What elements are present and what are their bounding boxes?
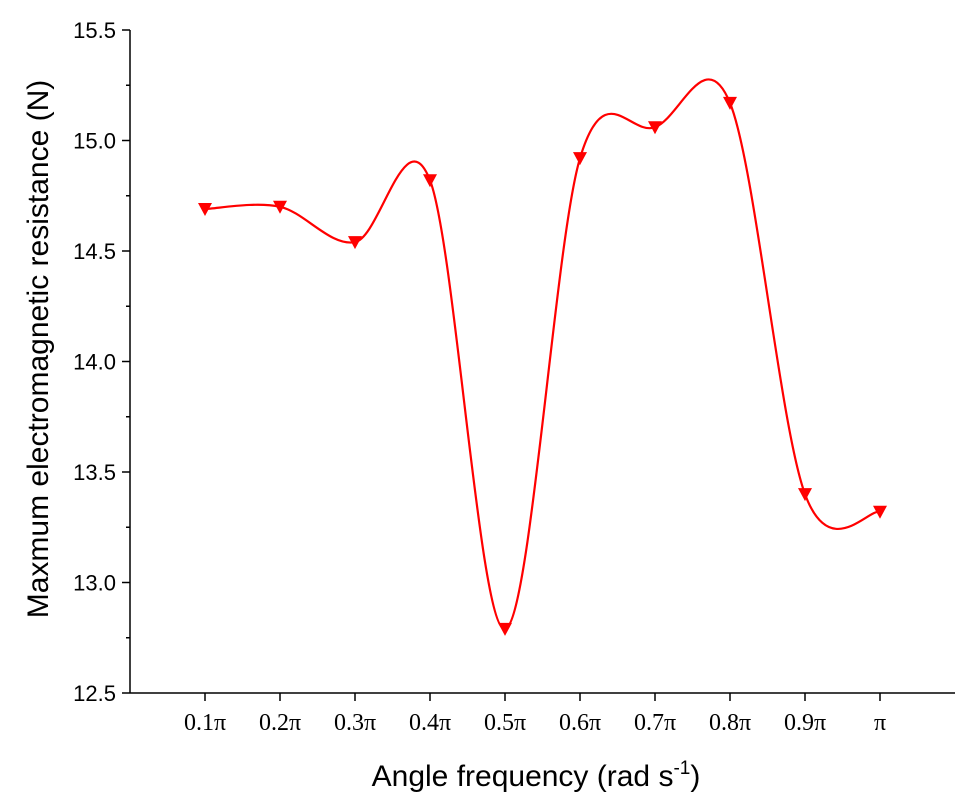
x-tick-label: 0.7π [634, 710, 676, 736]
series-line [204, 78, 881, 631]
y-axis-title: Maxmum electromagnetic resistance (N) [22, 80, 55, 619]
x-axis-title: Angle frequency (rad s-1) [372, 758, 701, 793]
x-axis-title-superscript: -1 [673, 758, 690, 779]
y-tick-label: 12.5 [73, 681, 116, 706]
y-tick-label: 13.0 [73, 571, 116, 596]
data-point-marker [348, 236, 362, 250]
data-point-marker [723, 96, 737, 110]
data-point-marker [423, 174, 437, 188]
y-tick-label: 14.5 [73, 239, 116, 264]
x-tick-label: 0.8π [709, 710, 751, 736]
x-axis-title-close: ) [690, 760, 700, 793]
x-tick-label: 0.4π [409, 710, 451, 736]
data-point-marker [273, 200, 287, 214]
data-point-marker [798, 488, 812, 502]
x-tick-label: 0.9π [784, 710, 826, 736]
y-tick-label: 14.0 [73, 350, 116, 375]
x-tick-label: 0.3π [334, 710, 376, 736]
x-axis-title-main: Angle frequency (rad s [372, 760, 674, 793]
x-tick-label: 0.5π [484, 710, 526, 736]
x-tick-label: 0.2π [259, 710, 301, 736]
x-axis-ticks: 0.1π 0.2π 0.3π 0.4π 0.5π 0.6π 0.7π 0.8π 0.9π π [184, 693, 886, 736]
x-tick-label: 0.1π [184, 710, 226, 736]
data-point-marker [873, 505, 887, 519]
data-point-marker [573, 152, 587, 166]
data-point-marker [198, 203, 212, 217]
y-axis-ticks: 12.5 13.0 13.5 14.0 14.5 15.0 15.5 [73, 18, 130, 706]
x-tick-label: 0.6π [559, 710, 601, 736]
data-point-marker [498, 622, 512, 636]
x-tick-label: π [874, 710, 886, 736]
y-tick-label: 15.0 [73, 129, 116, 154]
data-point-marker [648, 121, 662, 135]
y-tick-label: 13.5 [73, 460, 116, 485]
y-tick-label: 15.5 [73, 18, 116, 43]
series-markers [198, 96, 887, 636]
